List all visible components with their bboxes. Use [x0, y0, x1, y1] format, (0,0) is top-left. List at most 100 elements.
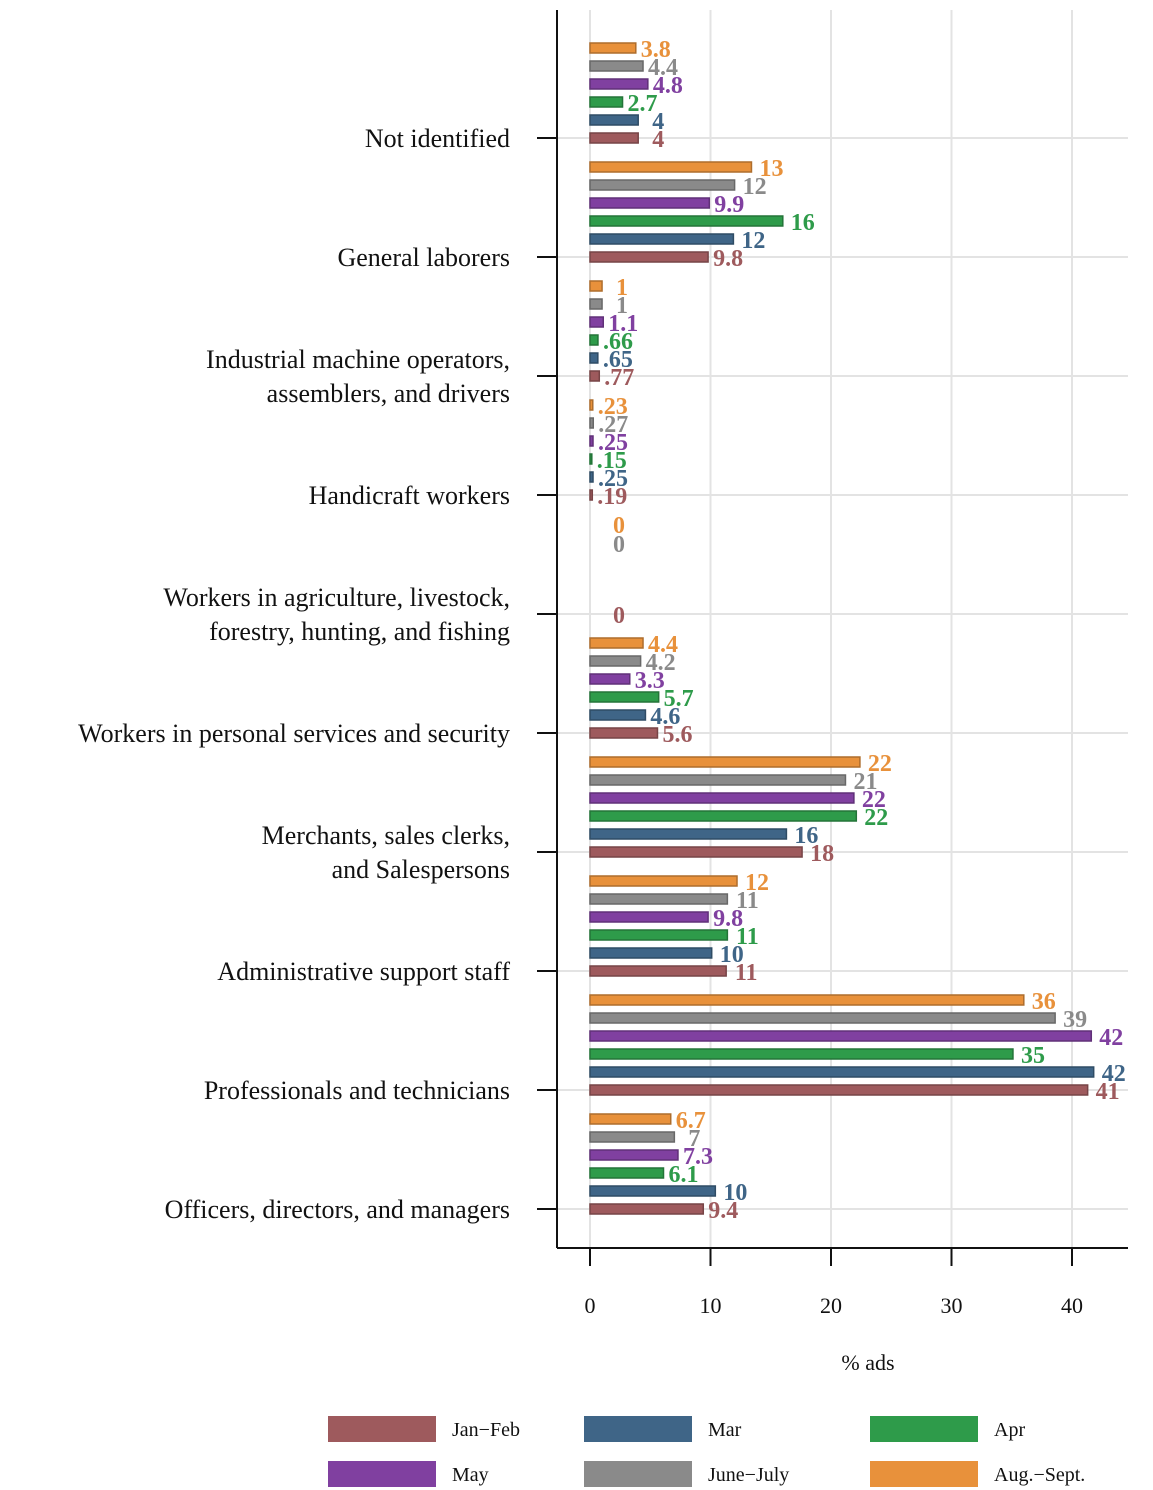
- value-label: 4.4: [648, 55, 678, 81]
- legend-label: May: [452, 1464, 489, 1486]
- category-labels: Not identified General laborers Industrial…: [78, 124, 510, 1224]
- bar: [589, 233, 735, 245]
- value-label: 1: [616, 275, 628, 301]
- value-label: 4.6: [650, 704, 680, 730]
- bar: [589, 792, 855, 804]
- axes: [537, 10, 1128, 1266]
- bar: [589, 965, 727, 977]
- value-label: 13: [759, 156, 783, 182]
- value-label: 22: [864, 805, 888, 831]
- bar: [589, 471, 594, 483]
- legend-swatch: [870, 1416, 978, 1442]
- category-label: Administrative support staff: [217, 957, 510, 986]
- value-label: 6.7: [676, 1108, 706, 1134]
- value-label: 11: [736, 888, 759, 914]
- bar: [589, 42, 637, 54]
- bar: [589, 370, 601, 382]
- bar: [589, 60, 644, 72]
- value-label: 21: [853, 769, 877, 795]
- value-label: .25: [598, 466, 628, 492]
- bars: [589, 42, 1095, 1215]
- value-label: 1: [616, 293, 628, 319]
- bar: [589, 161, 753, 173]
- category-label: Workers in personal services and securit…: [78, 719, 510, 748]
- value-label: .77: [604, 365, 634, 391]
- legend: Jan−Feb Mar Apr May June−July Aug.−Sept.: [328, 1416, 1085, 1487]
- legend-swatch: [584, 1416, 692, 1442]
- value-label: .19: [597, 484, 627, 510]
- legend-swatch: [870, 1461, 978, 1487]
- bar: [589, 655, 642, 667]
- value-label: 4: [652, 127, 664, 153]
- bar: [589, 1203, 705, 1215]
- value-label: .25: [598, 430, 628, 456]
- value-label: 9.8: [713, 906, 743, 932]
- legend-swatch: [328, 1461, 436, 1487]
- bar: [589, 334, 599, 346]
- bar: [589, 673, 631, 685]
- value-label: 12: [743, 174, 767, 200]
- value-label: 41: [1096, 1079, 1120, 1105]
- value-label: 12: [745, 870, 769, 896]
- value-label: 42: [1102, 1061, 1126, 1087]
- category-label: Officers, directors, and managers: [165, 1195, 510, 1224]
- value-label: 4.8: [653, 73, 683, 99]
- bar: [589, 435, 594, 447]
- bar: [589, 1167, 665, 1179]
- bar: [589, 132, 639, 144]
- category-label: Professionals and technicians: [204, 1076, 510, 1105]
- bar: [589, 1084, 1089, 1096]
- bar: [589, 399, 594, 411]
- bar: [589, 316, 605, 328]
- value-label: 5.7: [664, 686, 694, 712]
- category-label: Industrial machine operators,: [206, 345, 510, 374]
- category-label: General laborers: [337, 243, 510, 272]
- x-tick-label: 20: [820, 1293, 842, 1318]
- bar: [589, 298, 603, 310]
- value-label: 9.4: [708, 1198, 738, 1224]
- bar: [589, 929, 729, 941]
- bar: [589, 637, 644, 649]
- value-label: 0: [613, 603, 625, 629]
- value-label: 36: [1032, 989, 1056, 1015]
- value-label: 10: [723, 1180, 747, 1206]
- category-label: Not identified: [365, 124, 510, 153]
- bar: [589, 251, 709, 263]
- bar: [589, 1131, 676, 1143]
- value-label: .15: [597, 448, 627, 474]
- bar: [589, 215, 784, 227]
- bar: [589, 179, 736, 191]
- bar: [589, 197, 711, 209]
- value-label: 16: [794, 823, 818, 849]
- category-label: Handicraft workers: [309, 481, 510, 510]
- x-tick-labels: 0 10 20 30 40: [585, 1293, 1084, 1318]
- bar: [589, 774, 847, 786]
- value-label: 12: [741, 228, 765, 254]
- x-tick-label: 10: [700, 1293, 722, 1318]
- legend-swatch: [328, 1416, 436, 1442]
- value-label: 22: [862, 787, 886, 813]
- value-label: 9.9: [714, 192, 744, 218]
- value-label: 9.8: [713, 246, 743, 272]
- value-label: .65: [603, 347, 633, 373]
- bar: [589, 114, 639, 126]
- bar: [589, 756, 861, 768]
- bar: [589, 1066, 1095, 1078]
- value-label: 10: [720, 942, 744, 968]
- value-label: 2.7: [628, 91, 658, 117]
- bar: [589, 875, 738, 887]
- category-label: Merchants, sales clerks,: [262, 821, 510, 850]
- bar: [589, 893, 729, 905]
- bar: [589, 1030, 1093, 1042]
- value-label: 7.3: [683, 1144, 713, 1170]
- bar: [589, 994, 1025, 1006]
- value-label: 7: [688, 1126, 700, 1152]
- bar: [589, 1012, 1056, 1024]
- legend-label: Mar: [708, 1419, 742, 1441]
- bar: [589, 96, 624, 108]
- bar: [589, 78, 649, 90]
- bar: [589, 1113, 672, 1125]
- bar: [589, 280, 603, 292]
- bar: [589, 691, 660, 703]
- bar: [589, 828, 788, 840]
